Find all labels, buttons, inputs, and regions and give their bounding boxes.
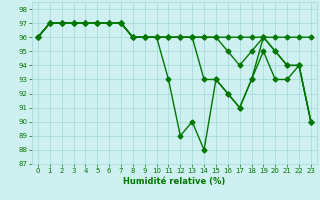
X-axis label: Humidité relative (%): Humidité relative (%) xyxy=(123,177,226,186)
